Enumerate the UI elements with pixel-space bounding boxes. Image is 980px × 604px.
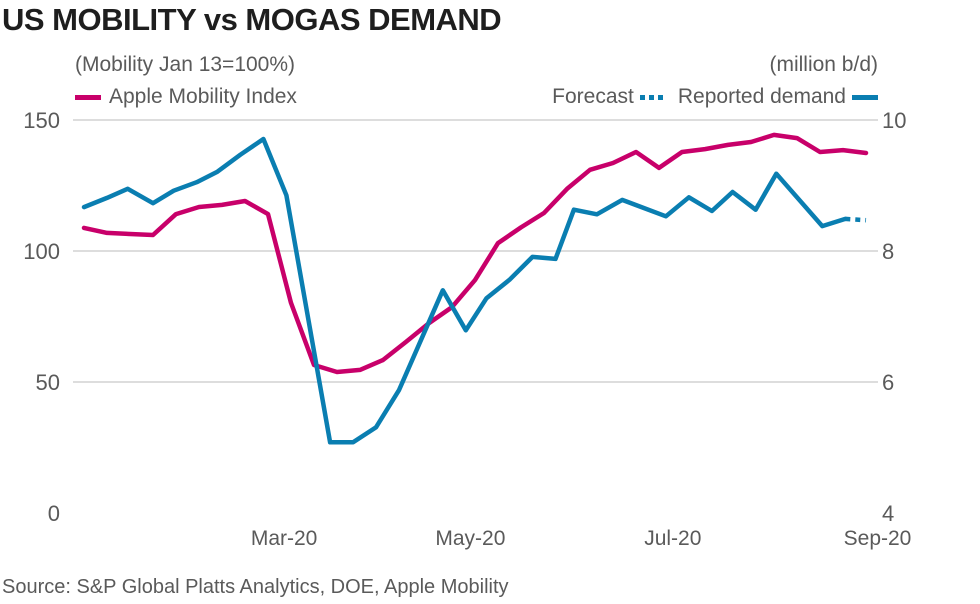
right-axis-label: (million b/d): [769, 53, 878, 76]
source-note: Source: S&P Global Platts Analytics, DOE…: [2, 576, 509, 598]
legend-mobility-label: Apple Mobility Index: [109, 85, 297, 108]
series-line-apple-mobility-index: [81, 132, 869, 375]
chart-title: US MOBILITY vs MOGAS DEMAND: [2, 2, 502, 37]
legend-reported-swatch: [852, 94, 878, 100]
legend-mobility-swatch: [75, 94, 101, 100]
left-axis-label: (Mobility Jan 13=100%): [75, 53, 296, 76]
left-tick-label: 50: [36, 370, 60, 395]
right-tick-label: 10: [882, 108, 906, 133]
left-tick-label: 0: [48, 501, 60, 526]
x-tick-label: Mar-20: [251, 527, 318, 550]
x-tick-label: Jul-20: [644, 527, 701, 550]
left-tick-label: 150: [23, 108, 60, 133]
right-tick-label: 8: [882, 239, 894, 264]
right-tick-label: 4: [882, 501, 894, 526]
series-line-forecast: [845, 216, 867, 223]
left-tick-label: 100: [23, 239, 60, 264]
x-tick-label: Sep-20: [844, 527, 912, 550]
legend-reported-label: Reported demand: [677, 85, 846, 108]
legend-forecast-label: Forecast: [552, 85, 634, 108]
right-tick-label: 6: [882, 370, 894, 395]
legend-demand: Forecast Reported demand: [552, 85, 878, 109]
legend-mobility: Apple Mobility Index: [75, 85, 297, 109]
x-tick-label: May-20: [435, 527, 505, 550]
legend-forecast-swatch: [639, 94, 666, 100]
